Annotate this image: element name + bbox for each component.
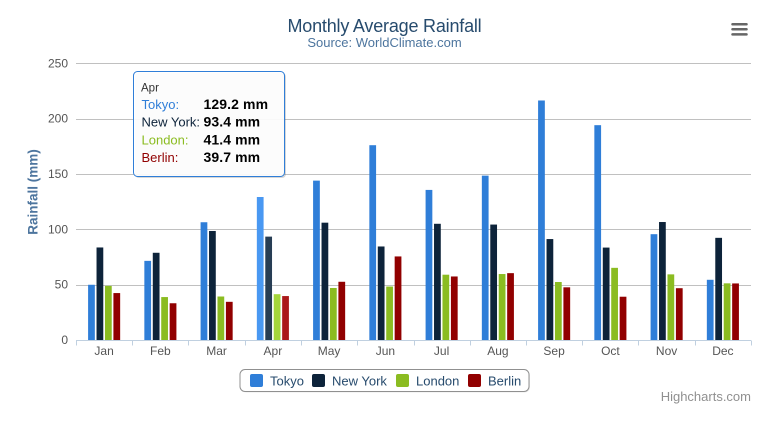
svg-text:Aug: Aug: [487, 344, 508, 358]
svg-text:May: May: [318, 344, 341, 358]
svg-text:250: 250: [48, 56, 68, 70]
svg-text:Tokyo:: Tokyo:: [142, 97, 180, 112]
svg-text:Sep: Sep: [543, 344, 565, 358]
svg-text:Monthly Average Rainfall: Monthly Average Rainfall: [288, 16, 482, 36]
svg-text:Jul: Jul: [434, 344, 449, 358]
svg-text:London:: London:: [142, 132, 189, 147]
svg-text:Tokyo: Tokyo: [270, 374, 304, 389]
svg-text:Jun: Jun: [376, 344, 395, 358]
svg-text:Jan: Jan: [94, 344, 113, 358]
svg-text:Apr: Apr: [141, 83, 159, 95]
svg-text:Nov: Nov: [656, 344, 677, 358]
svg-text:41.4 mm: 41.4 mm: [204, 131, 261, 147]
svg-text:150: 150: [48, 167, 68, 181]
svg-text:Feb: Feb: [150, 344, 171, 358]
svg-text:129.2 mm: 129.2 mm: [204, 96, 269, 112]
svg-text:New York: New York: [332, 374, 387, 389]
svg-text:London: London: [416, 374, 459, 389]
svg-text:Mar: Mar: [206, 344, 227, 358]
svg-text:Oct: Oct: [601, 344, 620, 358]
svg-text:Rainfall (mm): Rainfall (mm): [26, 149, 41, 235]
svg-text:50: 50: [55, 278, 69, 292]
svg-text:Berlin: Berlin: [488, 374, 521, 389]
svg-text:39.7 mm: 39.7 mm: [204, 149, 261, 165]
svg-text:100: 100: [48, 222, 68, 236]
svg-text:0: 0: [61, 333, 68, 347]
svg-text:Highcharts.com: Highcharts.com: [661, 389, 751, 404]
svg-text:Source: WorldClimate.com: Source: WorldClimate.com: [307, 35, 461, 50]
svg-text:New York:: New York:: [142, 115, 201, 130]
svg-text:Berlin:: Berlin:: [142, 150, 179, 165]
svg-text:93.4 mm: 93.4 mm: [204, 114, 261, 130]
svg-text:200: 200: [48, 112, 68, 126]
svg-text:Dec: Dec: [712, 344, 733, 358]
svg-text:Apr: Apr: [264, 344, 283, 358]
